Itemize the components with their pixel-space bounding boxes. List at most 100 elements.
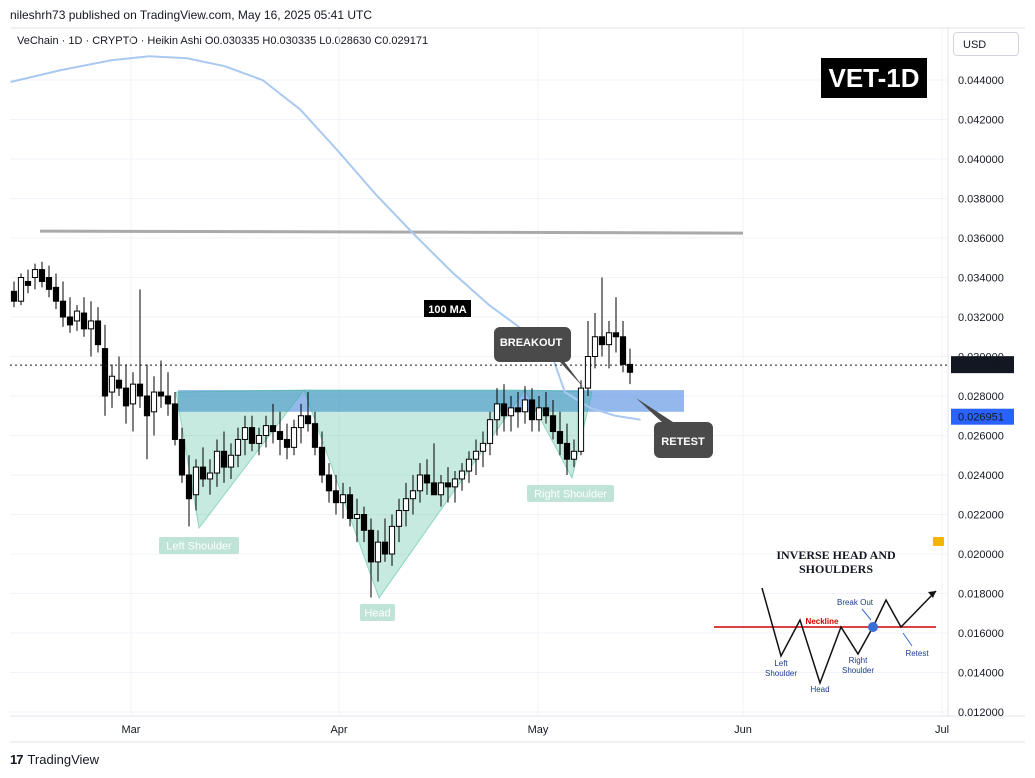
candle-body: [255, 435, 263, 444]
candle-body: [59, 300, 67, 318]
candle-body: [465, 458, 473, 472]
candle-body: [206, 472, 214, 480]
flag-icon[interactable]: [933, 537, 944, 546]
candle-body: [430, 482, 438, 496]
y-tick-label: 0.022000: [958, 510, 1004, 522]
y-tick-label: 0.044000: [958, 75, 1004, 87]
candle-body: [598, 336, 606, 346]
tradingview-logo-text: TradingView: [27, 752, 100, 767]
candle-body: [332, 490, 340, 504]
ma-100-line: [10, 55, 641, 421]
inset-pattern-line: [761, 587, 937, 686]
left-shoulder-shape: [175, 389, 306, 530]
candle-body: [143, 395, 151, 417]
ma-label: 100 MA: [428, 304, 467, 316]
inset-breakout-label: Break Out: [837, 598, 874, 607]
candle-body: [507, 407, 515, 417]
inset-breakout-dot: [868, 622, 878, 632]
candle-body: [549, 415, 557, 433]
candle-body: [619, 336, 627, 365]
candle-body: [311, 423, 319, 448]
candle-body: [108, 375, 116, 393]
candle-body: [626, 363, 634, 373]
candle-body: [437, 482, 445, 496]
x-tick-label: May: [528, 724, 549, 736]
candle-body: [346, 494, 354, 519]
neckline-zone: [178, 390, 684, 412]
candle-body: [192, 466, 200, 496]
candle-body: [360, 514, 368, 531]
candle-body: [612, 332, 620, 338]
candle-body: [73, 310, 81, 322]
left-shoulder-label: Left Shoulder: [166, 541, 232, 553]
retest-callout: [636, 398, 713, 458]
tradingview-logo[interactable]: 17 TradingView: [10, 752, 99, 767]
candle-body: [297, 415, 305, 429]
tradingview-icon: 17: [10, 752, 24, 767]
candle-body: [535, 407, 543, 421]
head-label: Head: [364, 608, 390, 620]
candle-body: [353, 514, 361, 519]
candle-body: [584, 356, 592, 389]
zone-price-text: 0.026951: [958, 412, 1004, 424]
inset-head-label: Head: [810, 685, 829, 694]
candle-body: [591, 336, 599, 357]
candle-body: [521, 399, 529, 413]
candle-body: [234, 438, 242, 456]
zone-price-tag: [951, 408, 1014, 425]
inset-breakout-pointer: [861, 608, 872, 621]
y-tick-label: 0.018000: [958, 589, 1004, 601]
inset-retest-label: Retest: [905, 649, 929, 658]
currency-selector[interactable]: USD: [953, 32, 1019, 56]
candle-body: [395, 510, 403, 527]
ma-label-box: [424, 300, 471, 317]
candle-body: [45, 277, 53, 290]
candle-body: [157, 391, 165, 397]
candle-body: [241, 427, 249, 440]
candle-body: [444, 482, 452, 488]
candle-body: [52, 286, 60, 302]
inset-neckline-label: Neckline: [806, 617, 839, 626]
candle-body: [38, 269, 46, 282]
candle-body: [122, 387, 130, 407]
candle-body: [171, 403, 179, 440]
candle-body: [409, 490, 417, 500]
candle-body: [339, 494, 347, 504]
candle-body: [402, 498, 410, 512]
candle-body: [115, 379, 123, 389]
candle-body: [227, 454, 235, 468]
candle-body: [248, 427, 256, 444]
breakout-callout: [494, 327, 584, 388]
candle-body: [374, 541, 382, 563]
candle-body: [31, 269, 39, 279]
candle-body: [269, 425, 277, 433]
candle-body: [24, 280, 32, 286]
candle-body: [486, 419, 494, 444]
candle-body: [577, 387, 585, 452]
candle-body: [94, 320, 102, 346]
candle-body: [178, 438, 186, 476]
inset-right-label-2: Shoulder: [842, 666, 874, 675]
candle-body: [563, 442, 571, 460]
y-tick-label: 0.034000: [958, 273, 1004, 285]
candle-body: [367, 529, 375, 563]
candle-body: [388, 525, 396, 555]
current-price-tag: [951, 356, 1014, 374]
candle-body: [416, 474, 424, 492]
publisher-line: nileshrh73 published on TradingView.com,…: [10, 8, 372, 22]
candle-body: [500, 403, 508, 417]
x-tick-label: Mar: [122, 724, 141, 736]
candle-body: [262, 425, 270, 436]
candle-body: [101, 348, 109, 397]
symbol-ohlc-line: VeChain · 1D · CRYPTO · Heikin Ashi O0.0…: [17, 35, 429, 47]
x-tick-label: Jun: [734, 724, 752, 736]
candle-body: [458, 470, 466, 480]
candle-body: [493, 403, 501, 421]
y-tick-label: 0.020000: [958, 549, 1004, 561]
symbol-badge: VET-1D: [821, 58, 927, 98]
current-price-text: 0.029562: [958, 360, 1004, 372]
head-label-box: [360, 604, 395, 621]
candle-body: [514, 407, 522, 413]
y-tick-label: 0.024000: [958, 470, 1004, 482]
